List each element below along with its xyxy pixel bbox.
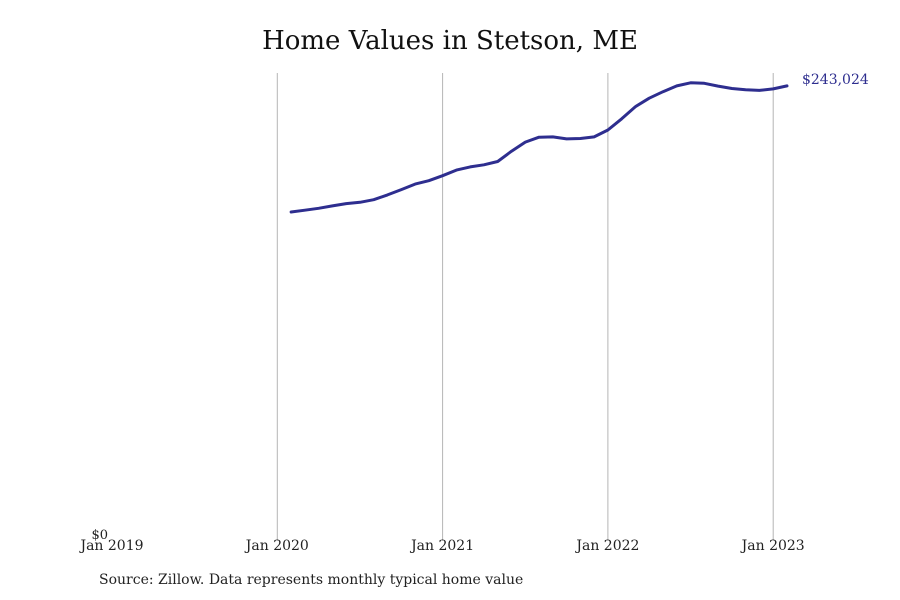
series-line: [289, 81, 789, 214]
source-note: Source: Zillow. Data represents monthly …: [99, 572, 524, 588]
axis-ticks: Jan 2019 Jan 2020 Jan 2021 Jan 2022 Jan 2023…: [78, 528, 804, 554]
x-tick-label: Jan 2022: [574, 538, 639, 554]
y-tick-label: $0: [91, 528, 108, 543]
x-tick-label: Jan 2023: [740, 538, 805, 554]
x-tick-label: Jan 2020: [244, 538, 309, 554]
end-value-label: $243,024: [802, 72, 869, 88]
x-tick-label: Jan 2021: [409, 538, 474, 554]
series-layer: $243,024: [289, 72, 869, 214]
gridlines: [276, 73, 774, 541]
x-tick-label: Jan 2019: [78, 538, 143, 554]
chart-title: Home Values in Stetson, ME: [262, 26, 638, 56]
